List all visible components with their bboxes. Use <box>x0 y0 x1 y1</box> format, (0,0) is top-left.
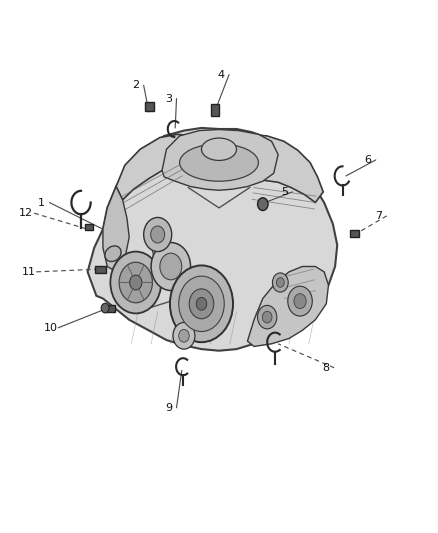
Circle shape <box>272 273 288 292</box>
Text: 9: 9 <box>165 403 172 413</box>
Text: 5: 5 <box>281 187 288 197</box>
Circle shape <box>160 253 182 280</box>
Circle shape <box>144 217 172 252</box>
Polygon shape <box>162 130 278 190</box>
Polygon shape <box>103 187 129 272</box>
Circle shape <box>173 322 195 349</box>
Circle shape <box>151 243 191 290</box>
Text: 7: 7 <box>375 211 382 221</box>
FancyBboxPatch shape <box>350 230 359 237</box>
Circle shape <box>170 265 233 342</box>
Polygon shape <box>247 266 328 346</box>
Polygon shape <box>116 134 191 200</box>
Circle shape <box>294 294 306 309</box>
Circle shape <box>119 262 152 303</box>
FancyBboxPatch shape <box>145 102 154 111</box>
Text: 1: 1 <box>38 198 45 207</box>
Text: 10: 10 <box>43 323 57 333</box>
FancyBboxPatch shape <box>95 266 106 273</box>
Text: 4: 4 <box>218 70 225 79</box>
Text: 2: 2 <box>132 80 139 90</box>
Circle shape <box>196 297 207 310</box>
Text: 6: 6 <box>364 155 371 165</box>
Circle shape <box>258 305 277 329</box>
Text: 8: 8 <box>323 363 330 373</box>
Circle shape <box>276 278 284 287</box>
Polygon shape <box>247 134 323 203</box>
Circle shape <box>179 276 224 332</box>
Ellipse shape <box>180 144 258 181</box>
Ellipse shape <box>105 246 121 262</box>
Circle shape <box>110 252 161 313</box>
Circle shape <box>151 226 165 243</box>
Circle shape <box>189 289 214 319</box>
Text: 3: 3 <box>165 94 172 103</box>
Circle shape <box>101 303 109 313</box>
FancyBboxPatch shape <box>105 305 115 312</box>
Circle shape <box>179 329 189 342</box>
Circle shape <box>288 286 312 316</box>
Polygon shape <box>88 128 337 351</box>
Circle shape <box>258 198 268 211</box>
Circle shape <box>130 275 142 290</box>
Text: 11: 11 <box>21 267 35 277</box>
FancyBboxPatch shape <box>211 104 219 116</box>
FancyBboxPatch shape <box>85 224 93 230</box>
Text: 12: 12 <box>19 208 33 218</box>
Circle shape <box>262 311 272 323</box>
Ellipse shape <box>201 138 237 160</box>
